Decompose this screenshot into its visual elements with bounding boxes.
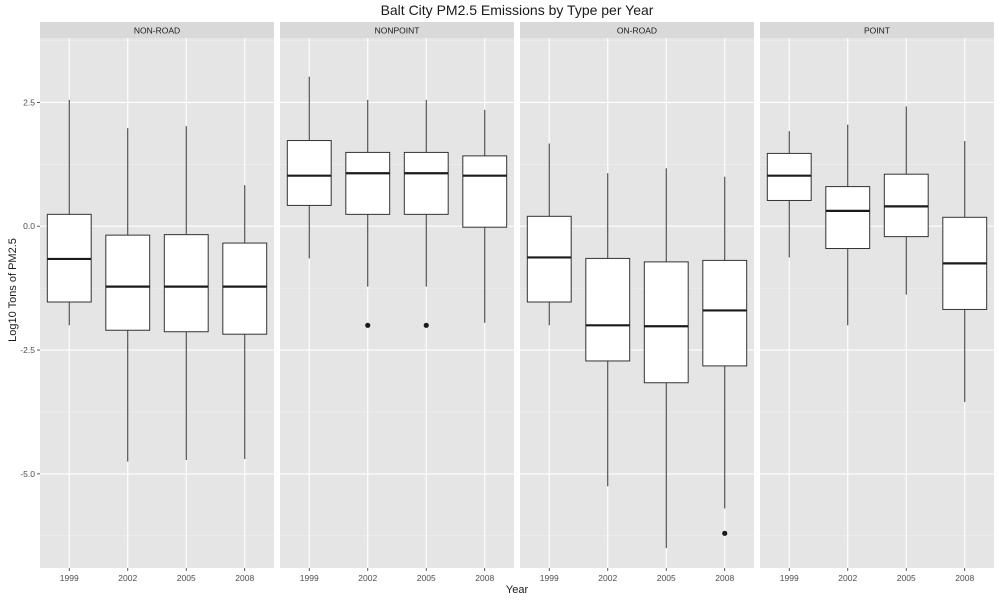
box-iqr bbox=[702, 259, 748, 367]
chart-title: Balt City PM2.5 Emissions by Type per Ye… bbox=[381, 2, 654, 18]
y-tick-label: -5.0 bbox=[20, 469, 35, 479]
boxplot-2008 bbox=[942, 141, 988, 403]
facet-panel-nonpoint: NONPOINT 1999 2002 2005 2008 bbox=[280, 22, 514, 583]
box-iqr bbox=[643, 261, 689, 384]
y-tick-label: 0.0 bbox=[23, 221, 35, 231]
box-iqr bbox=[462, 155, 508, 228]
x-tick-label: 1999 bbox=[540, 573, 559, 583]
x-tick-label: 2002 bbox=[838, 573, 857, 583]
boxplot-1999 bbox=[46, 99, 92, 326]
box-iqr bbox=[825, 186, 871, 250]
facet-panel-non-road: NON-ROAD 1999 2002 2005 2008 bbox=[40, 22, 274, 583]
facet-strip bbox=[40, 22, 274, 38]
facet-strip-label: ON-ROAD bbox=[617, 26, 657, 36]
facet-strip-label: NON-ROAD bbox=[134, 26, 180, 36]
x-tick-label: 1999 bbox=[60, 573, 79, 583]
box-iqr bbox=[526, 215, 572, 303]
boxplot-2002 bbox=[345, 99, 391, 328]
facet-strip bbox=[280, 22, 514, 38]
box-iqr bbox=[585, 257, 631, 362]
facet-strip-label: NONPOINT bbox=[375, 26, 420, 36]
x-tick-label: 2008 bbox=[475, 573, 494, 583]
facet-strip-label: POINT bbox=[864, 26, 890, 36]
boxplot-2002 bbox=[105, 128, 151, 462]
x-tick-label: 1999 bbox=[780, 573, 799, 583]
x-tick-label: 2005 bbox=[897, 573, 916, 583]
boxplot-2005 bbox=[403, 99, 449, 328]
boxplot-2008 bbox=[222, 185, 268, 460]
box-iqr bbox=[345, 151, 391, 215]
x-tick-label: 2005 bbox=[177, 573, 196, 583]
x-tick-label: 2002 bbox=[358, 573, 377, 583]
x-tick-label: 2002 bbox=[118, 573, 137, 583]
outlier-point bbox=[423, 322, 429, 328]
x-tick-label: 2008 bbox=[715, 573, 734, 583]
boxplot-1999 bbox=[526, 143, 572, 326]
boxplot-2005 bbox=[643, 168, 689, 549]
x-tick-label: 2008 bbox=[955, 573, 974, 583]
facet-strip bbox=[520, 22, 754, 38]
boxplot-2002 bbox=[585, 173, 631, 487]
boxplot-2008 bbox=[462, 109, 508, 323]
facet-panel-on-road: ON-ROAD 1999 2002 2005 2008 bbox=[520, 22, 754, 583]
y-axis-title: Log10 Tons of PM2.5 bbox=[7, 238, 19, 342]
boxplot-2005 bbox=[163, 126, 209, 461]
boxplot-1999 bbox=[286, 76, 332, 259]
outlier-point bbox=[365, 322, 371, 328]
x-tick-label: 2005 bbox=[417, 573, 436, 583]
x-tick-label: 2005 bbox=[657, 573, 676, 583]
box-iqr bbox=[286, 140, 332, 206]
x-axis-title: Year bbox=[506, 584, 529, 596]
boxplot-1999 bbox=[766, 131, 812, 258]
y-axis: 2.5 0.0 -2.5 -5.0 bbox=[20, 97, 40, 479]
outlier-point bbox=[722, 530, 728, 536]
y-tick-label: 2.5 bbox=[23, 97, 35, 107]
boxplot-2005 bbox=[883, 106, 929, 295]
box-iqr bbox=[222, 242, 268, 335]
facet-panel-point: POINT 1999 2002 2005 2008 bbox=[760, 22, 994, 583]
facet-panels: NON-ROAD 1999 2002 2005 2008 NONPOINT 1999 2002… bbox=[40, 22, 994, 583]
x-tick-label: 1999 bbox=[300, 573, 319, 583]
boxplot-2002 bbox=[825, 124, 871, 326]
boxplot-2008 bbox=[702, 176, 748, 536]
y-tick-label: -2.5 bbox=[20, 345, 35, 355]
box-iqr bbox=[105, 234, 151, 331]
x-tick-label: 2008 bbox=[235, 573, 254, 583]
box-iqr bbox=[163, 234, 209, 333]
facet-strip bbox=[760, 22, 994, 38]
box-iqr bbox=[403, 151, 449, 215]
x-tick-label: 2002 bbox=[598, 573, 617, 583]
box-iqr bbox=[766, 152, 812, 201]
panel-background bbox=[280, 38, 514, 568]
